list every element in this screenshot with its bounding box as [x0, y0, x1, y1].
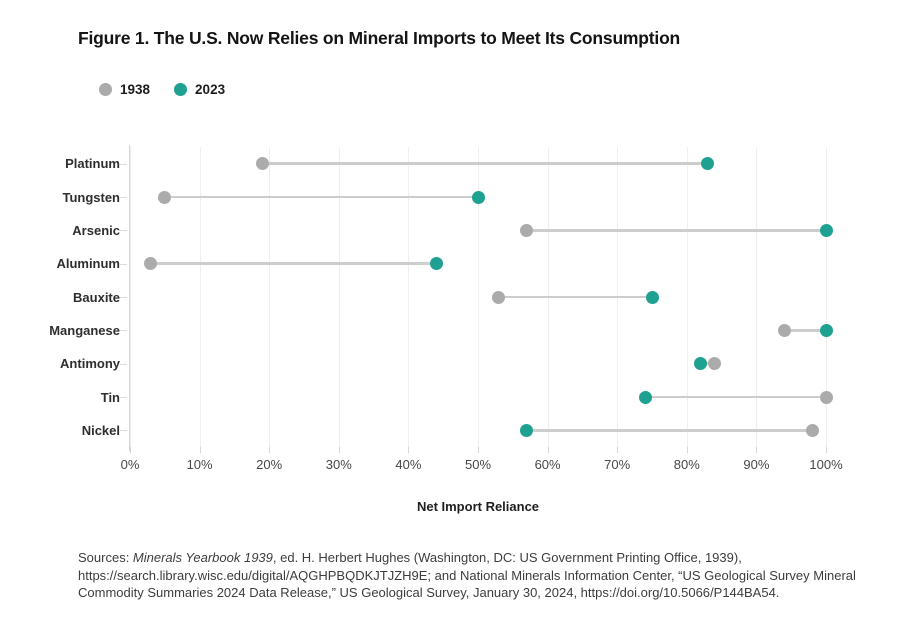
gridline-50% [478, 147, 479, 447]
sources-italic-title: Minerals Yearbook 1939 [132, 550, 273, 565]
gridline-40% [408, 147, 410, 447]
category-label-platinum: Platinum [65, 156, 120, 172]
category-tick-tin [120, 397, 127, 398]
x-tick-10% [199, 447, 201, 453]
x-tick-0% [130, 447, 131, 453]
x-tick-label-70%: 70% [604, 457, 631, 472]
gridline-100% [826, 147, 827, 447]
legend-item-1938: 1938 [99, 82, 150, 97]
dot-2023-arsenic [819, 223, 833, 237]
x-tick-label-80%: 80% [673, 457, 700, 472]
category-tick-arsenic [120, 230, 127, 232]
x-tick-30% [338, 447, 340, 453]
connector-manganese [784, 329, 826, 332]
x-tick-label-50%: 50% [464, 457, 492, 472]
gridline-90% [756, 147, 758, 447]
gridline-30% [338, 147, 340, 447]
category-label-antimony: Antimony [60, 356, 120, 372]
dot-1938-bauxite [492, 290, 506, 304]
dot-2023-bauxite [645, 290, 659, 304]
x-tick-label-10%: 10% [186, 457, 213, 472]
x-tick-label-40%: 40% [395, 457, 422, 472]
legend: 1938 2023 [99, 82, 225, 97]
figure-title: Figure 1. The U.S. Now Relies on Mineral… [78, 28, 681, 48]
dot-1938-tungsten [158, 190, 172, 204]
x-tick-70% [617, 447, 619, 453]
connector-tungsten [164, 195, 478, 199]
x-tick-label-0%: 0% [120, 457, 140, 472]
connector-nickel [526, 429, 813, 432]
category-label-bauxite: Bauxite [73, 289, 120, 305]
category-label-nickel: Nickel [81, 422, 120, 438]
sources-rest: , ed. H. Herbert Hughes (Washington, DC:… [78, 550, 856, 600]
category-tick-antimony [120, 363, 127, 365]
category-label-arsenic: Arsenic [72, 222, 120, 238]
connector-tin [645, 395, 826, 399]
connector-bauxite [498, 295, 652, 299]
x-tick-40% [408, 447, 410, 453]
x-axis-title: Net Import Reliance [416, 499, 540, 514]
legend-dot-icon [174, 83, 188, 96]
dot-2023-manganese [819, 323, 833, 337]
category-tick-bauxite [120, 297, 127, 298]
category-tick-nickel [120, 430, 127, 432]
dot-1938-manganese [777, 323, 791, 337]
y-axis-line [129, 145, 130, 451]
dot-2023-nickel [520, 423, 534, 437]
x-tick-90% [756, 447, 758, 453]
category-tick-platinum [120, 163, 127, 165]
x-tick-label-60%: 60% [534, 457, 561, 472]
category-label-tungsten: Tungsten [62, 189, 120, 205]
legend-label: 1938 [120, 82, 151, 97]
category-tick-manganese [120, 330, 127, 332]
gridline-20% [269, 147, 271, 447]
category-label-tin: Tin [100, 389, 120, 405]
legend-label: 2023 [195, 82, 226, 97]
dot-2023-tin [638, 390, 652, 404]
category-label-manganese: Manganese [49, 322, 120, 338]
category-tick-aluminum [120, 263, 127, 265]
gridline-0% [130, 147, 131, 447]
x-tick-label-20%: 20% [256, 457, 283, 472]
x-tick-100% [826, 447, 827, 453]
dot-1938-platinum [255, 157, 269, 171]
dot-2023-aluminum [429, 257, 443, 271]
x-tick-60% [547, 447, 549, 453]
x-tick-80% [686, 447, 688, 453]
dot-2023-antimony [694, 357, 708, 371]
x-tick-label-90%: 90% [743, 457, 770, 472]
dot-2023-platinum [701, 157, 715, 171]
category-label-aluminum: Aluminum [56, 256, 120, 272]
x-tick-label-30%: 30% [325, 457, 352, 472]
connector-antimony [700, 362, 715, 365]
connector-platinum [262, 162, 708, 165]
sources-text: Sources: Minerals Yearbook 1939, ed. H. … [78, 549, 858, 602]
legend-item-2023: 2023 [174, 82, 225, 97]
x-tick-label-100%: 100% [809, 457, 843, 472]
x-tick-50% [478, 447, 479, 453]
dot-1938-tin [819, 390, 833, 404]
dot-1938-antimony [708, 357, 722, 371]
dot-2023-tungsten [471, 190, 485, 204]
connector-arsenic [526, 229, 826, 232]
dot-1938-aluminum [144, 257, 158, 271]
category-tick-tungsten [120, 197, 127, 198]
gridline-80% [686, 147, 688, 447]
dot-1938-nickel [805, 423, 819, 437]
connector-aluminum [150, 262, 437, 265]
legend-dot-icon [99, 83, 112, 96]
dumbbell-chart: Net Import Reliance 0% 10% 20% 30% 40% 50% 60%… [49, 145, 843, 514]
dot-1938-arsenic [520, 223, 534, 237]
sources-prefix: Sources: [78, 550, 133, 565]
x-tick-20% [269, 447, 271, 453]
gridline-10% [199, 147, 201, 447]
